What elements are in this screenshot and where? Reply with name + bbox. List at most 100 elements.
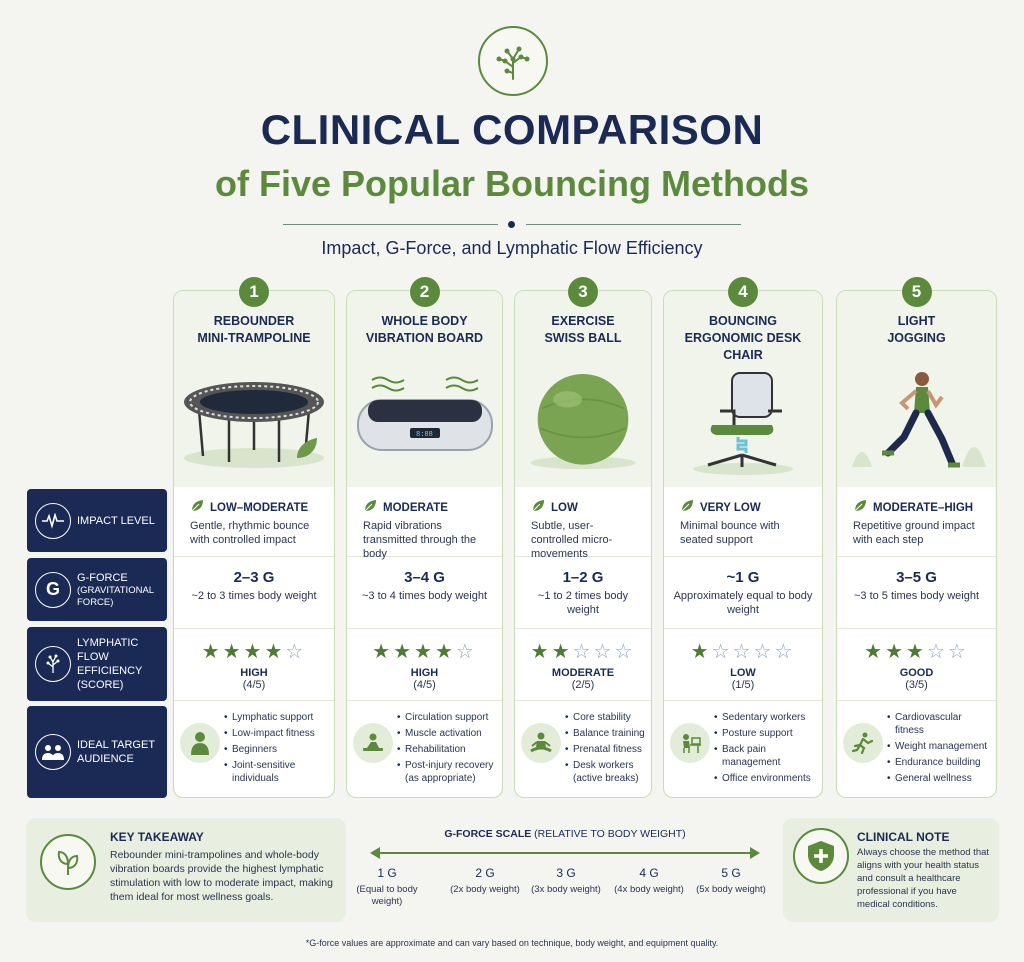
audience-item: Office environments (714, 772, 816, 785)
impact-description: Subtle, user-controlled micro-movements (531, 520, 613, 560)
audience-list: Circulation support Muscle activation Reha… (397, 711, 496, 788)
method-number-badge: 5 (901, 277, 932, 307)
page-subtitle: Impact, G-Force, and Lymphatic Flow Effi… (321, 238, 703, 258)
vibration-board-icon: 8:88 (356, 376, 493, 451)
audience-list: Lymphatic support Low-impact fitness Begin… (224, 711, 328, 788)
audience-item: Core stability (565, 711, 645, 724)
desk-worker-icon (670, 723, 710, 763)
audience-item: General wellness (887, 772, 990, 785)
method-column: 2 WHOLE BODY VIBRATION BOARD 8:88 MODERA… (346, 277, 503, 798)
gscale-tick-note: (5x body weight) (696, 884, 766, 895)
gforce-description: ~3 to 4 times body weight (361, 590, 488, 602)
lymphatic-level: MODERATE (551, 667, 615, 679)
audience-item: Balance training (565, 727, 645, 740)
gscale-arrow (370, 847, 760, 859)
gforce-cell: ~1 G Approximately equal to body weight (664, 557, 822, 629)
gforce-cell: 3–4 G ~3 to 4 times body weight (347, 557, 502, 629)
method-column: 5 LIGHT JOGGING MODERATE–HIGH Repetitive… (836, 277, 997, 798)
method-illustration: 8:88 (347, 361, 502, 483)
leaf-icon (531, 499, 545, 516)
audience-list: Sedentary workers Posture support Back pai… (714, 711, 816, 788)
gscale-tick-value: 3 G (556, 866, 576, 880)
method-title: WHOLE BODY VIBRATION BOARD (365, 314, 484, 345)
gscale-tick: 2 G (2x body weight) (450, 866, 520, 896)
audience-item: Rehabilitation (397, 743, 496, 756)
impact-cell: MODERATE Rapid vibrations transmitted th… (347, 491, 502, 560)
gforce-cell: 2–3 G ~2 to 3 times body weight (174, 557, 334, 629)
audience-cell: Core stability Balance training Prenatal f… (515, 701, 651, 797)
lymphatic-cell: ★★☆☆☆ MODERATE (2/5) (515, 629, 651, 701)
method-column: 3 EXERCISE SWISS BALL LOW Subtle, user-c… (514, 277, 652, 798)
method-number-badge: 4 (728, 277, 758, 307)
lymphatic-cell: ★★★★☆ HIGH (4/5) (347, 629, 502, 701)
row-label-audience: IDEAL TARGET AUDIENCE (27, 706, 167, 798)
row-label-lymphatic-text: LYMPHATIC FLOW EFFICIENCY (SCORE) (77, 637, 143, 691)
audience-cell: Lymphatic support Low-impact fitness Begin… (174, 701, 334, 797)
row-label-lymphatic: LYMPHATIC FLOW EFFICIENCY (SCORE) (27, 627, 167, 701)
gscale-tick-value: 1 G (377, 866, 397, 880)
impact-description: Repetitive ground impact with each step (853, 520, 975, 546)
runner-icon (843, 723, 883, 763)
gscale-tick-note: (2x body weight) (450, 884, 520, 895)
audience-item: Circulation support (397, 711, 496, 724)
gforce-value: 3–4 G (404, 569, 445, 586)
key-takeaway-panel: KEY TAKEAWAY Rebounder mini-trampolines … (26, 818, 346, 922)
impact-cell: LOW–MODERATE Gentle, rhythmic bounce wit… (174, 491, 334, 557)
impact-description: Minimal bounce with seated support (680, 520, 780, 546)
impact-level: MODERATE–HIGH (873, 501, 974, 514)
shield-cross-icon (793, 828, 849, 884)
impact-description: Rapid vibrations transmitted through the… (363, 520, 477, 560)
impact-cell: LOW Subtle, user-controlled micro-moveme… (515, 491, 651, 560)
audience-item: Muscle activation (397, 727, 496, 740)
gscale-tick: 1 G (Equal to body weight) (352, 866, 422, 908)
gforce-value: ~1 G (726, 569, 760, 586)
lymphatic-score: (4/5) (413, 679, 436, 691)
ergonomic-chair-icon (693, 372, 793, 475)
meditation-icon (521, 723, 561, 763)
star-rating: ★★★★☆ (372, 641, 477, 663)
audience-item: Cardiovascular fitness (887, 711, 990, 737)
method-number-badge: 2 (409, 277, 440, 307)
gforce-value: 2–3 G (233, 569, 275, 586)
lymphatic-score: (1/5) (731, 679, 755, 691)
impact-level: VERY LOW (700, 501, 761, 514)
method-title: BOUNCING ERGONOMIC DESK CHAIR (684, 314, 802, 362)
gscale-tick-value: 2 G (475, 866, 495, 880)
gscale-tick: 4 G (4x body weight) (614, 866, 684, 896)
impact-level: LOW (551, 501, 578, 514)
lymph-network-icon (35, 646, 71, 682)
row-label-audience-text: IDEAL TARGET AUDIENCE (77, 739, 155, 765)
gforce-value: 3–5 G (896, 569, 937, 586)
clinical-note-panel: CLINICAL NOTE Always choose the method t… (783, 818, 999, 922)
impact-cell: VERY LOW Minimal bounce with seated supp… (664, 491, 822, 557)
page-title-sub: of Five Popular Bouncing Methods (215, 163, 809, 204)
gscale-tick-value: 5 G (721, 866, 741, 880)
gforce-description: Approximately equal to body weight (673, 590, 813, 616)
method-illustration (174, 361, 334, 483)
method-number-badge: 1 (239, 277, 269, 307)
row-label-gforce-text: G-FORCE (77, 571, 128, 584)
audience-item: Weight management (887, 740, 990, 753)
lymphatic-level: HIGH (240, 667, 268, 679)
lymphatic-cell: ★★★☆☆ GOOD (3/5) (837, 629, 996, 701)
star-rating: ★☆☆☆☆ (690, 641, 796, 663)
audience-list: Cardiovascular fitness Weight management E… (887, 711, 990, 788)
gscale-tick-note: (Equal to body weight) (356, 884, 418, 907)
audience-cell: Circulation support Muscle activation Reha… (347, 701, 502, 797)
footnote: *G-force values are approximate and can … (305, 938, 719, 948)
lymphatic-cell: ★☆☆☆☆ LOW (1/5) (664, 629, 822, 701)
gscale-tick-value: 4 G (639, 866, 659, 880)
svg-text:8:88: 8:88 (416, 431, 433, 439)
lymphatic-score: (2/5) (571, 679, 595, 691)
method-column: 1 REBOUNDER MINI-TRAMPOLINE LOW–MODERATE… (173, 277, 335, 798)
lymphatic-level: HIGH (410, 667, 439, 679)
gforce-description: ~3 to 5 times body weight (853, 590, 980, 602)
gforce-cell: 3–5 G ~3 to 5 times body weight (837, 557, 996, 629)
method-illustration (837, 361, 996, 483)
audience-list: Core stability Balance training Prenatal f… (565, 711, 645, 788)
lymphatic-level: LOW (730, 667, 756, 679)
key-takeaway-title: KEY TAKEAWAY (110, 830, 204, 844)
audience-cell: Cardiovascular fitness Weight management E… (837, 701, 996, 797)
impact-level: MODERATE (383, 501, 448, 514)
row-label-gforce: G G-FORCE (GRAVITATIONAL FORCE) (27, 558, 167, 621)
